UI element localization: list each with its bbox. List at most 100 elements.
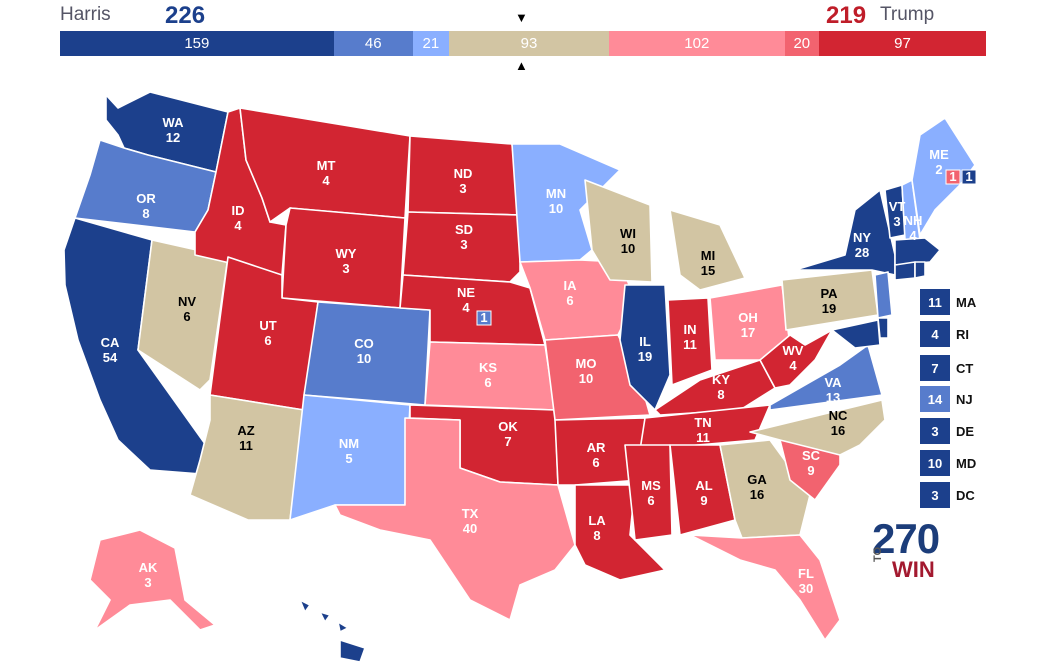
northeast-box-ma[interactable]: 11 MA — [920, 289, 976, 315]
state-ev-oh: 17 — [741, 325, 755, 340]
state-label-ga: GA — [747, 472, 767, 487]
state-md[interactable] — [831, 319, 881, 349]
state-ev-or: 8 — [142, 206, 149, 221]
state-ev-wa: 12 — [166, 130, 180, 145]
ne-abbr: CT — [956, 360, 974, 376]
state-label-wy: WY — [336, 246, 357, 261]
state-label-ks: KS — [479, 360, 497, 375]
state-label-ia: IA — [564, 278, 578, 293]
state-az[interactable] — [189, 394, 305, 521]
state-label-mt: MT — [317, 158, 336, 173]
state-mi[interactable] — [669, 209, 746, 291]
state-ev-sc: 9 — [807, 463, 814, 478]
state-wi[interactable] — [584, 179, 653, 283]
state-label-wa: WA — [163, 115, 185, 130]
state-ev-id: 4 — [234, 218, 242, 233]
bar-segment-lean-r[interactable]: 102 — [609, 31, 785, 56]
bar-segment-tossup[interactable]: 93 — [448, 31, 610, 56]
state-ev-il: 19 — [638, 349, 652, 364]
state-ak[interactable] — [89, 529, 216, 631]
majority-marker-bottom-icon: ▲ — [515, 58, 528, 73]
state-tx[interactable] — [334, 417, 576, 621]
northeast-box-md[interactable]: 10 MD — [920, 450, 976, 476]
state-nc[interactable] — [749, 399, 886, 456]
ne-ev: 7 — [920, 355, 950, 381]
state-ev-in: 11 — [683, 337, 697, 352]
ne-ev: 10 — [920, 450, 950, 476]
state-label-sc: SC — [802, 448, 821, 463]
state-label-fl: FL — [798, 566, 814, 581]
state-ev-tx: 40 — [463, 521, 477, 536]
state-hi[interactable] — [299, 599, 366, 663]
northeast-box-dc[interactable]: 3 DC — [920, 482, 975, 508]
state-ma[interactable] — [894, 237, 941, 266]
state-ev-mo: 10 — [579, 371, 593, 386]
state-ev-al: 9 — [700, 493, 707, 508]
state-ev-nm: 5 — [345, 451, 352, 466]
logo-to: TO — [872, 546, 884, 562]
state-fl[interactable] — [689, 534, 841, 641]
state-label-ca: CA — [101, 335, 120, 350]
state-label-me: ME — [929, 147, 949, 162]
bar-segment-safe-d[interactable]: 159 — [60, 31, 334, 56]
state-label-in: IN — [684, 322, 697, 337]
harris-name: Harris — [60, 4, 111, 25]
northeast-box-ri[interactable]: 4 RI — [920, 321, 969, 347]
state-label-sd: SD — [455, 222, 473, 237]
bar-segment-safe-r[interactable]: 97 — [819, 31, 986, 56]
state-sd[interactable] — [402, 211, 521, 283]
northeast-box-nj[interactable]: 14 NJ — [920, 386, 973, 412]
ne-district-box[interactable] — [476, 310, 492, 326]
state-label-ak: AK — [139, 560, 158, 575]
state-ev-ca: 54 — [103, 350, 118, 365]
state-wv[interactable] — [759, 329, 833, 389]
state-ct[interactable] — [894, 261, 916, 281]
state-label-mi: MI — [701, 248, 715, 263]
state-tn[interactable] — [639, 404, 771, 451]
northeast-box-ct[interactable]: 7 CT — [920, 355, 973, 381]
ne-abbr: DC — [956, 487, 975, 503]
state-ev-me: 2 — [935, 162, 942, 177]
logo-win: WIN — [892, 557, 935, 582]
ne-abbr: RI — [956, 326, 969, 342]
state-ms[interactable] — [624, 444, 673, 541]
state-label-co: CO — [354, 336, 374, 351]
state-ny[interactable] — [794, 189, 896, 276]
ne-abbr: DE — [956, 423, 975, 439]
me-district-r-box[interactable] — [945, 169, 961, 185]
state-ev-mn: 10 — [549, 201, 563, 216]
bar-segment-likely-d[interactable]: 46 — [333, 31, 413, 56]
ne-ev: 3 — [920, 418, 950, 444]
trump-total: 219 — [826, 2, 867, 29]
state-in[interactable] — [667, 297, 713, 386]
state-ev-az: 11 — [239, 438, 253, 453]
ne-ev: 11 — [920, 289, 950, 315]
state-ev-nh: 4 — [909, 228, 917, 243]
state-label-la: LA — [588, 513, 606, 528]
state-ar[interactable] — [554, 417, 646, 486]
state-label-va: VA — [824, 375, 842, 390]
ne-abbr: MD — [956, 455, 977, 471]
state-label-ar: AR — [587, 440, 606, 455]
state-nj[interactable] — [874, 271, 893, 319]
ne-ev: 4 — [920, 321, 950, 347]
bar-segment-lean-d[interactable]: 21 — [412, 31, 449, 56]
state-ev-mi: 15 — [701, 263, 715, 278]
state-ev-vt: 3 — [893, 214, 900, 229]
state-label-wv: WV — [783, 343, 804, 358]
state-ev-ny: 28 — [855, 245, 869, 260]
state-va[interactable] — [769, 344, 883, 411]
state-ev-hi: 4 — [318, 647, 326, 662]
bar-segment-likely-r[interactable]: 20 — [784, 31, 819, 56]
northeast-box-de[interactable]: 3 DE — [920, 418, 974, 444]
logo-number: 270 — [872, 515, 940, 562]
me-district-d-box[interactable] — [961, 169, 977, 185]
state-ev-ga: 16 — [750, 487, 764, 502]
ne-district-label: 1 — [480, 310, 487, 325]
ne-abbr: NJ — [956, 391, 973, 407]
state-ev-mt: 4 — [322, 173, 330, 188]
ne-ev: 14 — [920, 386, 950, 412]
state-ri[interactable] — [914, 261, 926, 279]
state-label-hi: HI — [316, 632, 329, 647]
270towin-logo[interactable]: 270 TO WIN — [872, 518, 952, 588]
